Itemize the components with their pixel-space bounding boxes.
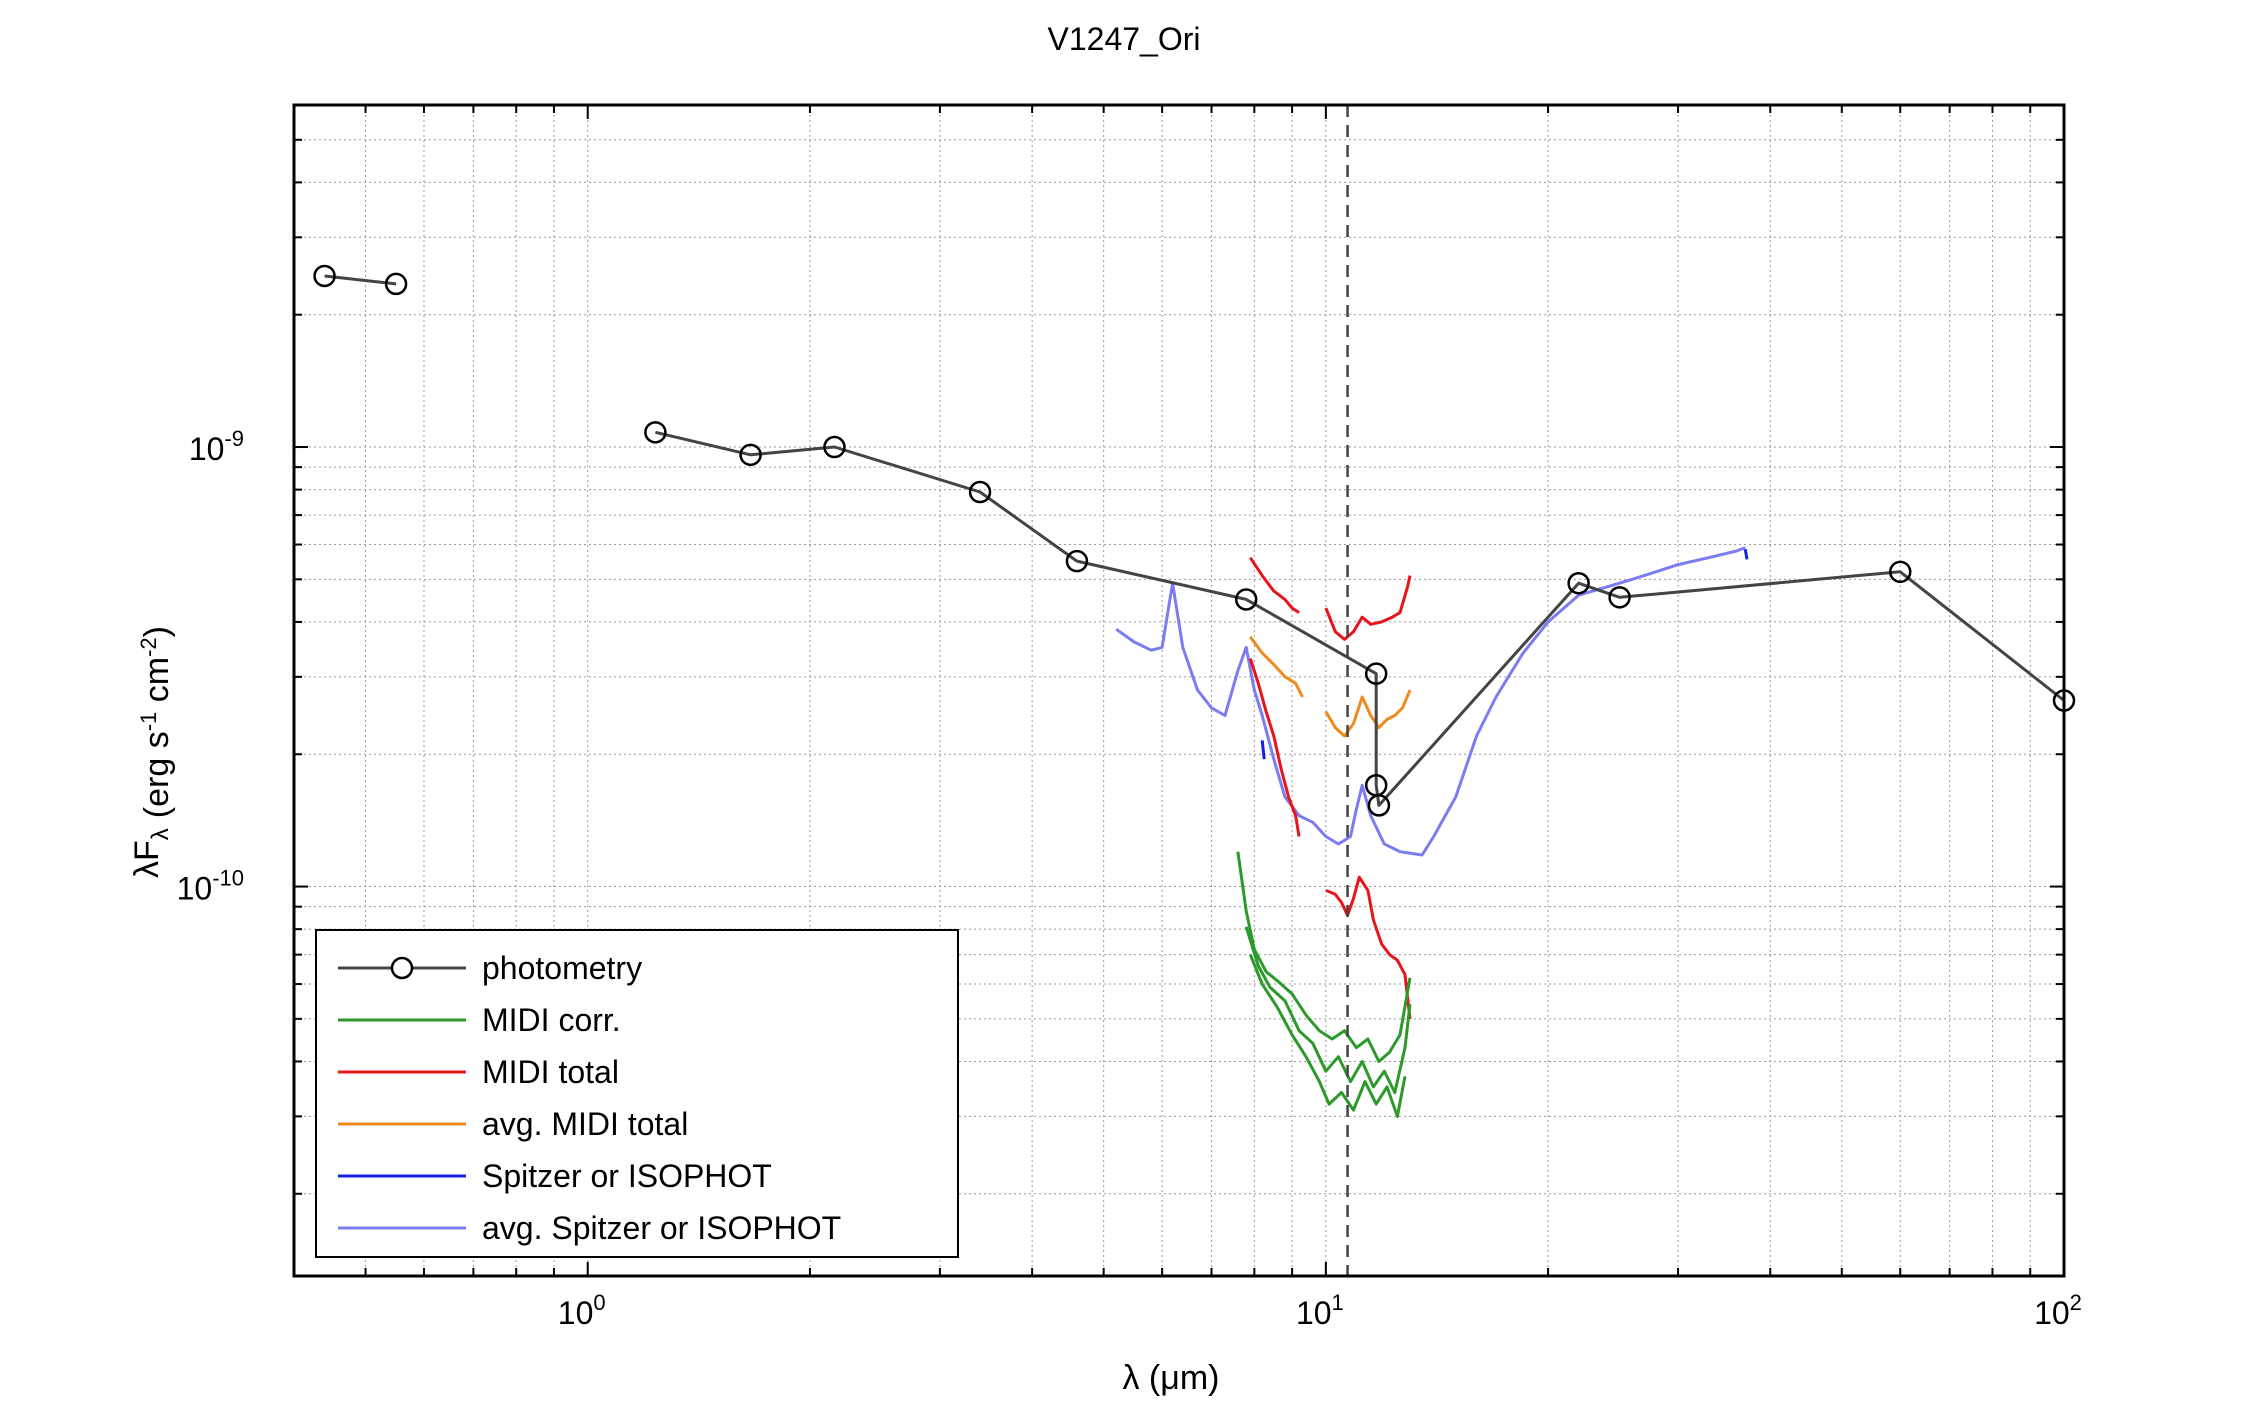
legend: photometry MIDI corr. MIDI total avg. MIDI … (315, 929, 959, 1258)
series-line-midi-total (1325, 875, 1412, 1020)
x-tick-label: 101 (1296, 1290, 1344, 1331)
chart-title: V1247_Ori (1048, 21, 1201, 57)
legend-label: MIDI corr. (482, 1002, 621, 1038)
legend-label: photometry (482, 950, 642, 986)
data-point (1608, 586, 1631, 609)
x-tick-labels: 100 101 102 (558, 1290, 2082, 1331)
legend-label: avg. MIDI total (482, 1106, 688, 1142)
y-tick-label: 10-10 (177, 866, 244, 907)
y-tick-labels: 10-10 10-9 (177, 426, 244, 907)
y-axis-label-sub: λ (147, 828, 174, 840)
y-axis-label-units: (erg s-1 cm-2) (136, 626, 176, 818)
legend-label: MIDI total (482, 1054, 619, 1090)
series-line-spitzer-or-isophot (1260, 740, 1266, 760)
svg-text:λFλ(erg s-1 cm-2): λFλ (erg s-1 cm-2) (128, 626, 176, 878)
y-axis-label-main: λF (128, 840, 166, 878)
series-line-photometry (324, 274, 397, 286)
series-line-midi-total (1248, 658, 1301, 837)
series-line-midi-total (1324, 575, 1412, 641)
x-tick-label: 100 (558, 1290, 606, 1331)
legend-label: Spitzer or ISOPHOT (482, 1158, 772, 1194)
tick-marks (293, 105, 2065, 1276)
legend-label: avg. Spitzer or ISOPHOT (482, 1210, 841, 1246)
series-line-midi-corr (1236, 851, 1412, 1063)
data-point (1234, 588, 1258, 611)
series-line-spitzer-or-isophot (1743, 549, 1749, 560)
y-axis-label: λFλ (erg s-1 cm-2) (128, 626, 176, 878)
data-point (1367, 794, 1391, 817)
data-point (823, 435, 846, 459)
series-line-midi-corr (1248, 954, 1407, 1118)
x-axis-label: λ (μm) (1122, 1359, 1219, 1397)
grid (293, 105, 2065, 1276)
data-point (1567, 571, 1590, 595)
series-line-avg-spitzer-or-isophot (1115, 546, 1746, 857)
data-point (313, 264, 336, 288)
data-point (968, 480, 992, 504)
series-line-midi-total (1249, 556, 1300, 614)
legend-box (315, 929, 959, 1258)
data-point (1065, 549, 1089, 573)
series-line-midi-corr (1244, 926, 1412, 1094)
x-tick-label: 102 (2034, 1290, 2082, 1331)
series-line-avg-midi-total (1324, 689, 1412, 738)
plot-frame (292, 103, 2066, 1278)
legend-marker (390, 956, 414, 980)
data-point (1364, 662, 1388, 685)
data-point (644, 421, 667, 444)
y-tick-label: 10-9 (189, 426, 244, 467)
data-point (739, 443, 762, 467)
data-point (384, 272, 408, 296)
series-layer (313, 264, 2076, 1118)
series-line-avg-midi-total (1249, 635, 1304, 698)
data-point (1888, 560, 1912, 584)
series-line-photometry (655, 430, 2065, 807)
